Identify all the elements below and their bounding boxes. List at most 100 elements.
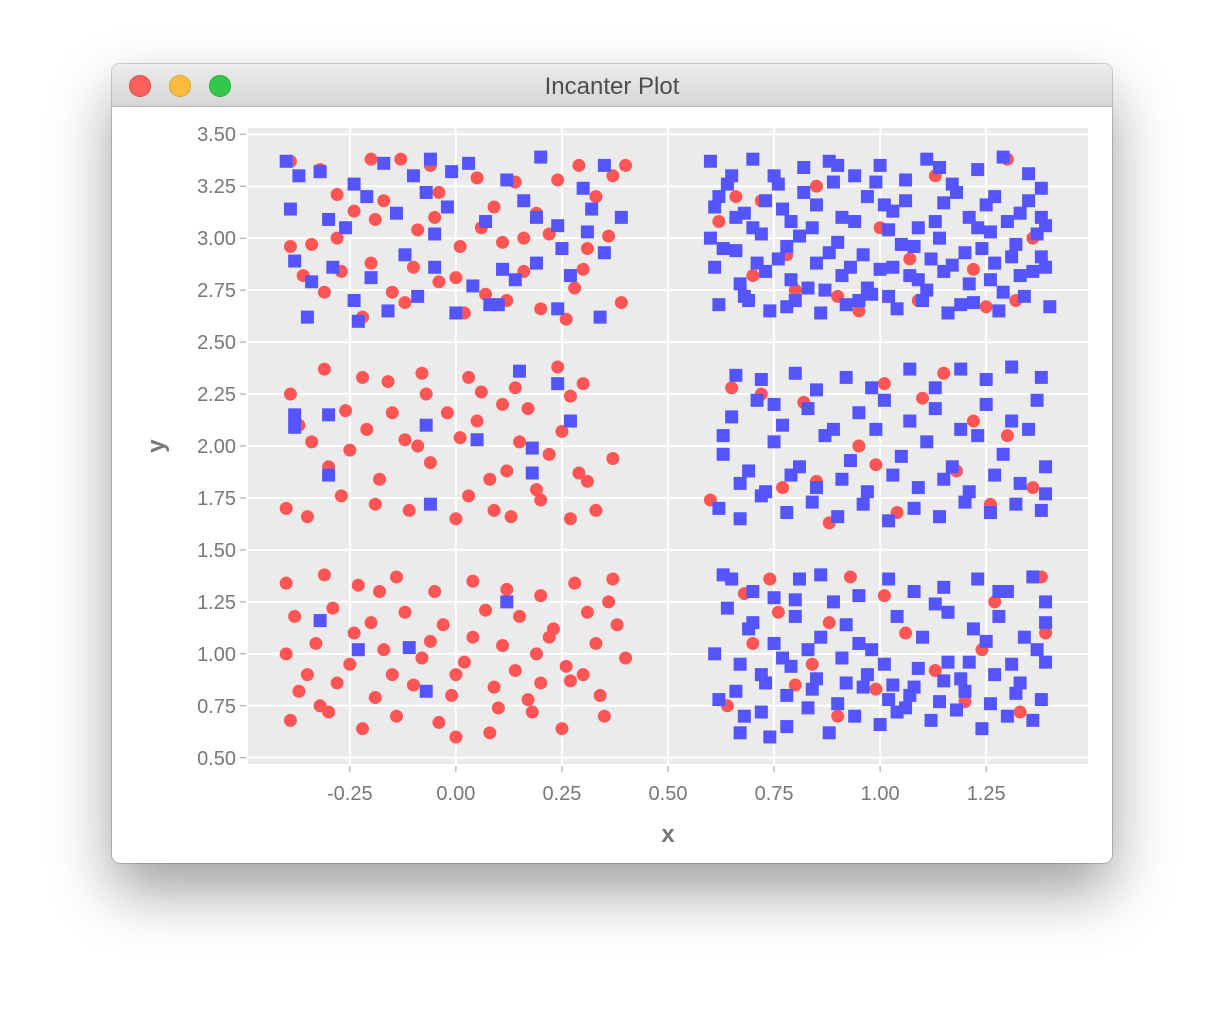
series-2-point — [750, 256, 764, 270]
series-2-point — [614, 210, 628, 224]
series-1-point — [470, 171, 484, 185]
series-1-point — [822, 616, 836, 630]
series-1-point — [474, 385, 488, 399]
series-2-point — [496, 262, 510, 276]
series-1-point — [377, 194, 391, 208]
series-1-point — [326, 601, 340, 615]
series-1-point — [869, 682, 883, 696]
series-2-point — [576, 181, 590, 195]
series-1-point — [406, 678, 420, 692]
series-1-point — [385, 406, 399, 420]
series-2-point — [784, 215, 798, 229]
series-2-point — [983, 506, 997, 520]
series-2-point — [809, 383, 823, 397]
series-1-point — [576, 377, 590, 391]
series-2-point — [920, 435, 934, 449]
y-tick-label: 0.75 — [197, 696, 236, 718]
scatter-plot: -0.25 0.00 0.25 0.50 0.75 1.00 1.25 0.50 0.75 1.… — [143, 124, 1088, 848]
zoom-window-button[interactable] — [209, 75, 231, 97]
series-1-point — [347, 626, 361, 640]
x-axis: -0.25 0.00 0.25 0.50 0.75 1.00 1.25 — [327, 766, 1006, 805]
series-2-point — [381, 304, 395, 318]
series-2-point — [322, 212, 336, 226]
series-2-point — [831, 235, 845, 249]
series-1-point — [411, 439, 425, 453]
series-2-point — [826, 595, 840, 609]
series-1-point — [568, 281, 582, 295]
series-2-point — [767, 397, 781, 411]
series-2-point — [708, 647, 722, 661]
title-bar[interactable]: Incanter Plot — [112, 64, 1112, 107]
series-1-point — [377, 643, 391, 657]
series-2-point — [780, 239, 794, 253]
series-2-point — [483, 298, 497, 312]
series-2-point — [818, 283, 832, 297]
series-2-point — [954, 362, 968, 376]
series-1-point — [483, 726, 497, 740]
series-1-point — [852, 304, 866, 318]
series-1-point — [406, 260, 420, 274]
series-2-point — [933, 510, 947, 524]
series-2-point — [873, 718, 887, 732]
series-2-point — [788, 593, 802, 607]
series-2-point — [580, 225, 594, 239]
series-2-point — [1039, 460, 1053, 474]
series-2-point — [780, 300, 794, 314]
series-2-point — [988, 256, 1002, 270]
series-1-point — [305, 435, 319, 449]
series-1-point — [432, 185, 446, 199]
series-1-point — [496, 639, 510, 653]
series-2-point — [1034, 181, 1048, 195]
series-2-point — [517, 194, 531, 208]
series-2-point — [860, 485, 874, 499]
series-2-point — [988, 468, 1002, 482]
series-2-point — [852, 589, 866, 603]
y-tick-label: 1.00 — [197, 644, 236, 666]
series-2-point — [767, 591, 781, 605]
series-2-point — [865, 643, 879, 657]
series-2-point — [856, 248, 870, 262]
series-1-point — [517, 231, 531, 245]
series-1-point — [487, 503, 501, 517]
series-2-point — [882, 693, 896, 707]
series-2-point — [958, 246, 972, 260]
series-2-point — [899, 173, 913, 187]
series-1-point — [283, 239, 297, 253]
series-2-point — [419, 185, 433, 199]
series-1-point — [788, 283, 802, 297]
series-2-point — [877, 657, 891, 671]
series-2-point — [466, 279, 480, 293]
close-window-button[interactable] — [129, 75, 151, 97]
series-2-point — [449, 306, 463, 320]
series-2-point — [890, 302, 904, 316]
series-2-point — [716, 568, 730, 582]
series-1-point — [356, 722, 370, 736]
series-1-point — [402, 503, 416, 517]
series-1-point — [487, 680, 501, 694]
series-2-point — [945, 460, 959, 474]
series-1-point — [368, 212, 382, 226]
series-1-point — [411, 223, 425, 237]
series-2-point — [1017, 289, 1031, 303]
series-2-point — [916, 630, 930, 644]
series-1-point — [525, 705, 539, 719]
series-1-point — [381, 375, 395, 389]
series-2-point — [500, 595, 514, 609]
series-2-point — [831, 510, 845, 524]
series-2-point — [776, 651, 790, 665]
series-2-point — [402, 641, 416, 655]
window-title: Incanter Plot — [544, 73, 680, 100]
series-2-point — [1022, 422, 1036, 436]
series-2-point — [1005, 414, 1019, 428]
series-2-point — [322, 468, 336, 482]
series-2-point — [742, 464, 756, 478]
series-2-point — [814, 630, 828, 644]
series-2-point — [822, 726, 836, 740]
series-1-point — [449, 730, 463, 744]
series-1-point — [398, 296, 412, 310]
series-2-point — [551, 219, 565, 233]
minimize-window-button[interactable] — [169, 75, 191, 97]
y-tick-label: 2.75 — [197, 280, 236, 302]
series-2-point — [814, 306, 828, 320]
series-1-point — [831, 709, 845, 723]
